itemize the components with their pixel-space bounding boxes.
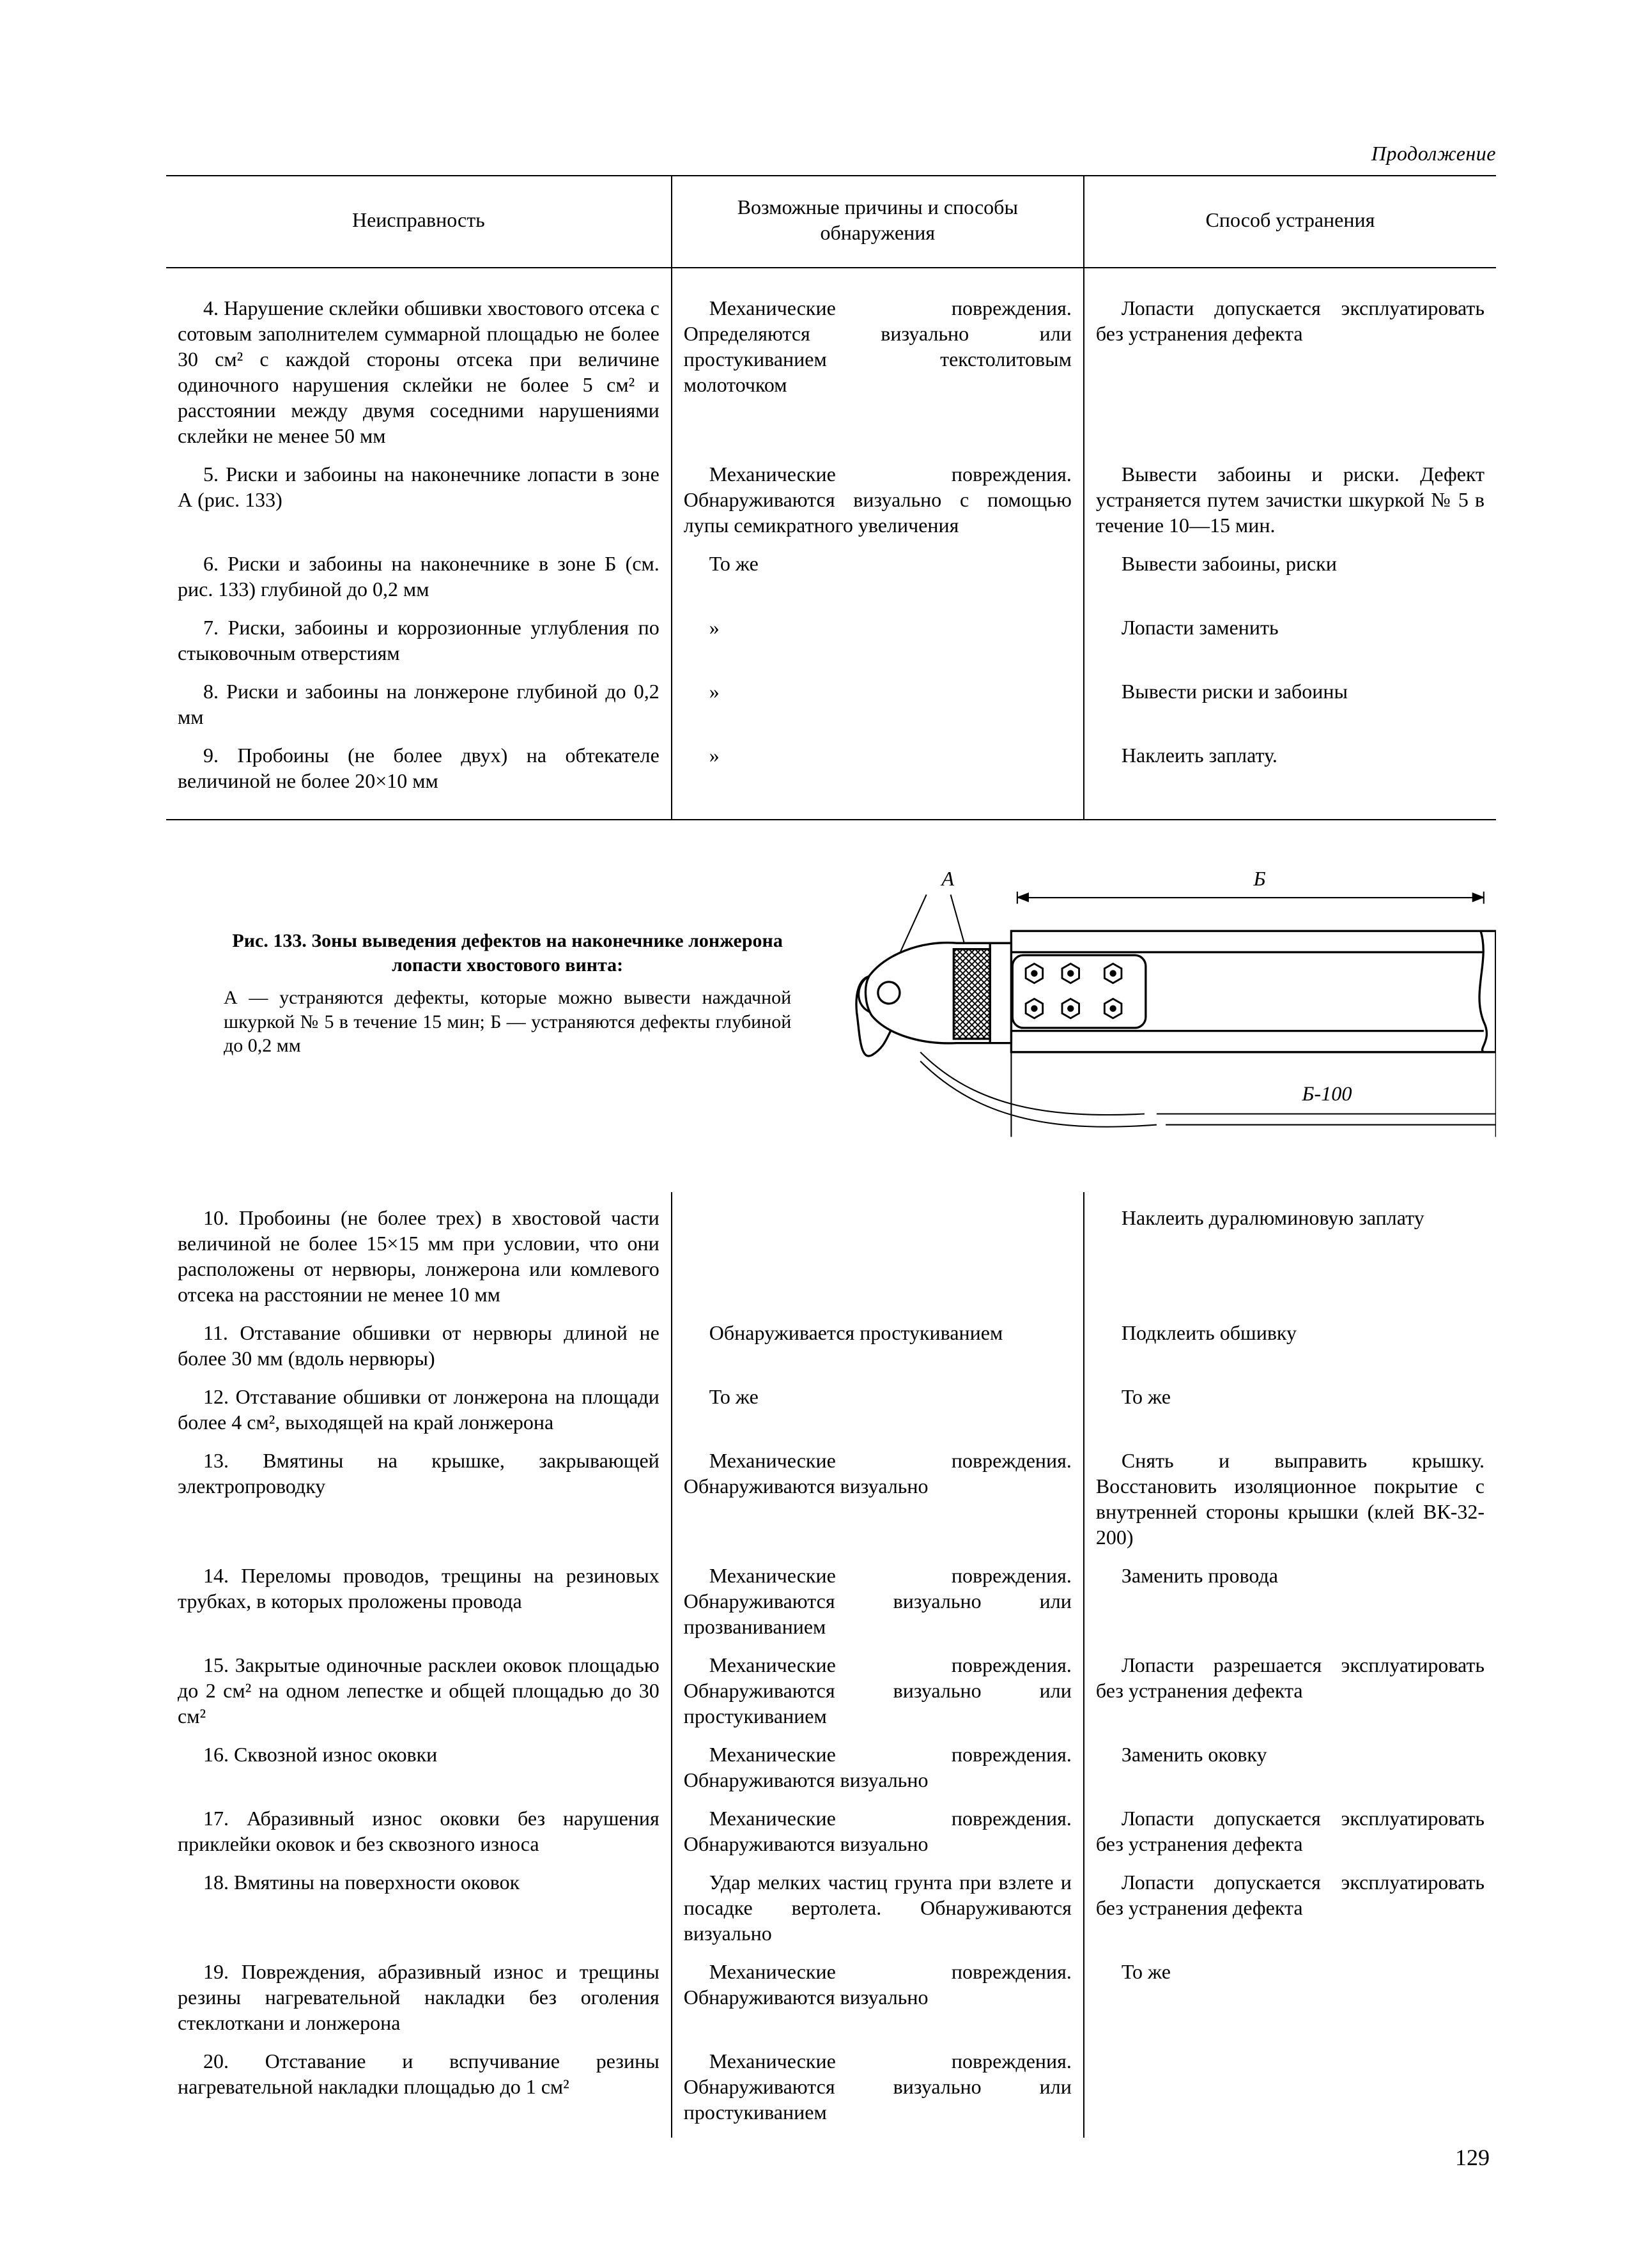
cell: Лопасти заменить bbox=[1096, 615, 1485, 640]
figure-title: Рис. 133. Зоны выведения дефектов на нак… bbox=[224, 929, 791, 977]
label-B: Б bbox=[1253, 867, 1266, 890]
cell: То же bbox=[684, 551, 1072, 576]
cell: Механические повреждения. Обнаруживаются… bbox=[684, 2048, 1072, 2125]
cell: 10. Пробоины (не более трех) в хвостовой… bbox=[178, 1205, 660, 1307]
cell: Лопасти допускается эксплуатировать без … bbox=[1096, 1869, 1485, 1920]
cell: » bbox=[684, 678, 1072, 704]
cell: Заменить провода bbox=[1096, 1563, 1485, 1588]
cell: 17. Абразивный износ оковки без нарушени… bbox=[178, 1805, 660, 1857]
table-row: 20. Отставание и вспучивание резины нагр… bbox=[166, 2048, 1496, 2138]
table-row: 14. Переломы проводов, трещины на резино… bbox=[166, 1563, 1496, 1652]
cell: 6. Риски и забоины на наконечнике в зоне… bbox=[178, 551, 660, 602]
cell: 5. Риски и забоины на наконечнике лопаст… bbox=[178, 461, 660, 512]
cell: 13. Вмятины на крышке, закрывающей элект… bbox=[178, 1448, 660, 1499]
cell: 20. Отставание и вспучивание резины нагр… bbox=[178, 2048, 660, 2099]
label-B100-group: Б-100 bbox=[1302, 1082, 1352, 1105]
label-B100: Б-100 bbox=[1302, 1082, 1352, 1105]
figure-133-block: Рис. 133. Зоны выведения дефектов на нак… bbox=[166, 852, 1496, 1173]
cell: Лопасти допускается эксплуатировать без … bbox=[1096, 1805, 1485, 1857]
table-row: 6. Риски и забоины на наконечнике в зоне… bbox=[166, 551, 1496, 615]
label-A: А bbox=[941, 867, 955, 890]
cell: Вывести риски и забоины bbox=[1096, 678, 1485, 704]
table-row: 7. Риски, забоины и коррозионные углубле… bbox=[166, 615, 1496, 678]
figure-133-svg: А Б bbox=[829, 852, 1496, 1167]
cell: То же bbox=[684, 1384, 1072, 1409]
page: Продолжение Неисправность Возможные прич… bbox=[0, 0, 1643, 2268]
cell: 11. Отставание обшивки от нервюры длиной… bbox=[178, 1320, 660, 1371]
cell: Механические повреждения. Обнаруживаются… bbox=[684, 1959, 1072, 2010]
cell: 9. Пробоины (не более двух) на обтекател… bbox=[178, 742, 660, 793]
bracket-B bbox=[1017, 892, 1484, 904]
table-row: 4. Нарушение склейки обшивки хвостового … bbox=[166, 268, 1496, 461]
table-row: 10. Пробоины (не более трех) в хвостовой… bbox=[166, 1192, 1496, 1320]
table-row: 18. Вмятины на поверхности оковок Удар м… bbox=[166, 1869, 1496, 1959]
cell: Механические повреждения. Определяются в… bbox=[684, 295, 1072, 397]
table-row: 17. Абразивный износ оковки без нарушени… bbox=[166, 1805, 1496, 1869]
cell: Вывести забоины и риски. Дефект устраняе… bbox=[1096, 461, 1485, 538]
table-row: 16. Сквозной износ оковки Механические п… bbox=[166, 1742, 1496, 1805]
cell: 18. Вмятины на поверхности оковок bbox=[178, 1869, 660, 1895]
page-number: 129 bbox=[1455, 2143, 1490, 2172]
cell: 14. Переломы проводов, трещины на резино… bbox=[178, 1563, 660, 1614]
root-nose bbox=[856, 943, 1011, 1056]
table-row: 11. Отставание обшивки от нервюры длиной… bbox=[166, 1320, 1496, 1384]
header-col3: Способ устранения bbox=[1084, 176, 1496, 268]
figure-desc: А — устраняются дефекты, которые можно в… bbox=[224, 986, 791, 1058]
cell: Механические повреждения. Обнаруживаются… bbox=[684, 1805, 1072, 1857]
table-row: 8. Риски и забоины на лонжероне глубиной… bbox=[166, 678, 1496, 742]
table-row: 15. Закрытые одиночные расклеи оковок пл… bbox=[166, 1652, 1496, 1742]
cell: Подклеить обшивку bbox=[1096, 1320, 1485, 1345]
cell: Заменить оковку bbox=[1096, 1742, 1485, 1767]
cell: Механические повреждения. Обнаруживаются… bbox=[684, 1742, 1072, 1793]
cell: Механические повреждения. Обнаруживаются… bbox=[684, 1448, 1072, 1499]
cell: Механические повреждения. Обнаруживаются… bbox=[684, 461, 1072, 538]
cell: 12. Отставание обшивки от лонжерона на п… bbox=[178, 1384, 660, 1435]
cell: 16. Сквозной износ оковки bbox=[178, 1742, 660, 1767]
cell: То же bbox=[1096, 1384, 1485, 1409]
cell: 7. Риски, забоины и коррозионные углубле… bbox=[178, 615, 660, 666]
defects-table-part2: 10. Пробоины (не более трех) в хвостовой… bbox=[166, 1192, 1496, 2138]
cell: 8. Риски и забоины на лонжероне глубиной… bbox=[178, 678, 660, 730]
continuation-label: Продолжение bbox=[166, 141, 1496, 166]
cell: 4. Нарушение склейки обшивки хвостового … bbox=[178, 295, 660, 448]
cell: То же bbox=[1096, 1959, 1485, 1984]
lower-detail bbox=[920, 1052, 1496, 1137]
cell: 15. Закрытые одиночные расклеи оковок пл… bbox=[178, 1652, 660, 1729]
cell: 19. Повреждения, абразивный износ и трещ… bbox=[178, 1959, 660, 2035]
cell: Механические повреждения. Обнаруживаются… bbox=[684, 1563, 1072, 1639]
cell: Наклеить заплату. bbox=[1096, 742, 1485, 768]
table-row: 13. Вмятины на крышке, закрывающей элект… bbox=[166, 1448, 1496, 1563]
figure-svg-wrap: А Б bbox=[829, 852, 1496, 1173]
bolt-plate bbox=[1013, 955, 1146, 1028]
cell: Лопасти разрешается эксплуатировать без … bbox=[1096, 1652, 1485, 1703]
cell: Наклеить дуралюминовую заплату bbox=[1096, 1205, 1485, 1230]
cell: Вывести забоины, риски bbox=[1096, 551, 1485, 576]
cell: Снять и выправить крышку. Восстановить и… bbox=[1096, 1448, 1485, 1550]
cell: » bbox=[684, 742, 1072, 768]
figure-caption: Рис. 133. Зоны выведения дефектов на нак… bbox=[166, 852, 791, 1058]
table-row: 12. Отставание обшивки от лонжерона на п… bbox=[166, 1384, 1496, 1448]
cell: Механические повреждения. Обнаруживаются… bbox=[684, 1652, 1072, 1729]
cell: » bbox=[684, 615, 1072, 640]
table-row: 19. Повреждения, абразивный износ и трещ… bbox=[166, 1959, 1496, 2048]
header-col1: Неисправность bbox=[166, 176, 672, 268]
header-col2: Возможные причины и способы обнаружения bbox=[672, 176, 1084, 268]
table-row: 5. Риски и забоины на наконечнике лопаст… bbox=[166, 461, 1496, 551]
cell: Лопасти допускается эксплуатировать без … bbox=[1096, 295, 1485, 346]
cell: Обнаруживается простукиванием bbox=[684, 1320, 1072, 1345]
defects-table-part1: Неисправность Возможные причины и способ… bbox=[166, 175, 1496, 820]
cell: Удар мелких частиц грунта при взлете и п… bbox=[684, 1869, 1072, 1946]
table-header-row: Неисправность Возможные причины и способ… bbox=[166, 176, 1496, 268]
table-row: 9. Пробоины (не более двух) на обтекател… bbox=[166, 742, 1496, 820]
